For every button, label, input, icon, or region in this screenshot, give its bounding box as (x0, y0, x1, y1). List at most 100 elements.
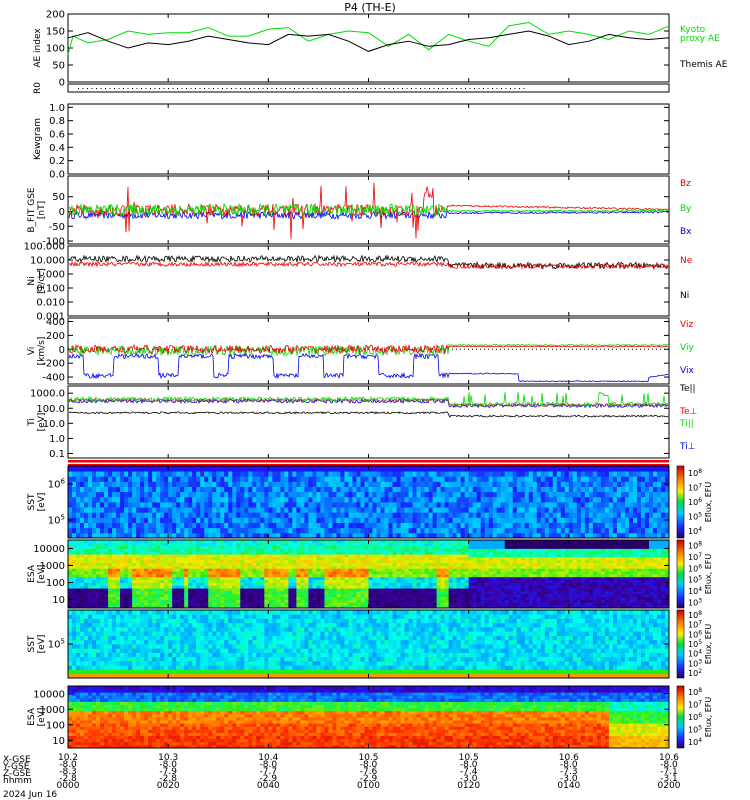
tick-label: 1.000 (36, 270, 65, 281)
r0-dot (384, 88, 385, 89)
r0-dot (469, 88, 471, 89)
mode-bar (68, 460, 669, 466)
colorbar-ramp (676, 539, 685, 609)
series-line-bx (68, 210, 669, 221)
tick-label: 1000 (40, 561, 65, 572)
colorbar-label: 107 (688, 620, 702, 630)
r0-dot (177, 88, 178, 89)
r0-dot (483, 88, 484, 89)
r0-dot (123, 88, 124, 89)
y-axis-label: Ni [1/cc] (27, 268, 47, 294)
tick-label: 10000 (33, 689, 65, 700)
y-axis-label: AE index (33, 28, 43, 68)
r0-dot (168, 88, 169, 89)
r0-dot (298, 88, 300, 89)
r0-dot (474, 88, 475, 89)
svg-text:[nT]: [nT] (37, 201, 47, 219)
tick-label: 10 (52, 595, 65, 606)
y-axis-label: Ti [eV] (27, 413, 47, 432)
r0-dot (447, 88, 448, 89)
r0-dot (195, 88, 196, 89)
r0-dot (366, 88, 367, 89)
x-axis-row-label: Z-GSE (3, 769, 31, 779)
r0-dot (321, 88, 322, 89)
r0-dot (492, 88, 493, 89)
r0-dot (424, 88, 426, 89)
colorbar-label: 102 (688, 668, 702, 678)
colorbar-title: Eflux, EFU (704, 482, 713, 523)
x-tick-label: 10.6 (559, 753, 579, 763)
series-line-themis-ae (67, 30, 670, 52)
colorbar-label: 106 (688, 629, 702, 639)
tick-label: 100.0 (36, 404, 65, 415)
r0-dot (276, 88, 277, 89)
r0-dot (388, 88, 390, 89)
tick-label: 400 (46, 317, 65, 328)
r0-dot (163, 88, 165, 89)
colorbar-label: 103 (688, 597, 702, 607)
y-gse-value: -7.3 (560, 767, 578, 777)
tick-label: 100 (46, 44, 65, 55)
y-axis-label: ESA [eV] (27, 707, 47, 726)
tick-label: 100.000 (24, 242, 65, 253)
hhmm-value: 0000 (57, 781, 80, 791)
r0-dot (415, 88, 417, 89)
svg-text:R0: R0 (33, 82, 43, 94)
tick-label: 0.6 (49, 130, 65, 141)
legend-entry: Vix (680, 366, 694, 376)
x-gse-value: -8.0 (460, 760, 478, 770)
r0-dot (204, 88, 205, 89)
r0-dot (240, 88, 241, 89)
r0-dot (78, 88, 79, 89)
r0-dot (154, 88, 156, 89)
mode-bar-red (68, 460, 669, 463)
r0-dot (159, 88, 160, 89)
colorbar-label: 107 (688, 552, 702, 562)
r0-dot (456, 88, 457, 89)
x-gse-value: -8.0 (660, 760, 678, 770)
r0-dot (478, 88, 480, 89)
series-line-viz (68, 343, 669, 355)
tick-label: 1000 (40, 705, 65, 716)
legend-entry: Ni (680, 291, 689, 301)
tick-label: 105 (48, 514, 65, 527)
tick-label: 0 (59, 207, 65, 218)
panel-temperature: 0.1 1.0 10.0 100.0 1000.0 Ti [eV] Te|| Te⊥ Ti|| Ti… (27, 384, 698, 460)
r0-dot (357, 88, 358, 89)
y-axis-label: Kewgram (33, 118, 43, 160)
svg-text:[eV]: [eV] (37, 413, 47, 432)
r0-dot (429, 88, 430, 89)
legend-entry: Bz (680, 179, 691, 189)
y-gse-value: -7.9 (159, 767, 177, 777)
panel-b-field: -100 -50 0 50 B_FIT GSE [nT] Bz By Bx (27, 175, 692, 248)
series-line-te-perp (68, 397, 669, 408)
tick-label: -100 (42, 237, 65, 248)
svg-text:[eV]: [eV] (37, 493, 47, 512)
colorbar-ramp (676, 609, 685, 679)
x-tick-label: 10.6 (659, 753, 679, 763)
tick-label: -400 (42, 373, 65, 384)
r0-dot (343, 88, 345, 89)
r0-dot (465, 88, 466, 89)
colorbar-ramp (676, 465, 685, 539)
r0-dot (136, 88, 138, 89)
x-gse-value: -8.0 (59, 760, 77, 770)
tick-label: 150 (46, 27, 65, 38)
z-gse-value: -3.1 (660, 774, 678, 784)
y-axis-label: Vi [km/s] (27, 337, 47, 366)
r0-dot (370, 88, 372, 89)
colorbar-title: Eflux, EFU (704, 624, 713, 665)
tick-label: 100 (46, 578, 65, 589)
svg-text:[1/cc]: [1/cc] (37, 268, 47, 294)
r0-dot (523, 88, 525, 89)
r0-dot (132, 88, 133, 89)
z-gse-value: -3.0 (560, 774, 578, 784)
y-gse-value: -7.6 (360, 767, 378, 777)
tick-label: 50 (52, 192, 65, 203)
tick-label: 0.8 (49, 116, 65, 127)
svg-text:Ni: Ni (27, 276, 37, 285)
y-gse-value: -7.4 (460, 767, 478, 777)
